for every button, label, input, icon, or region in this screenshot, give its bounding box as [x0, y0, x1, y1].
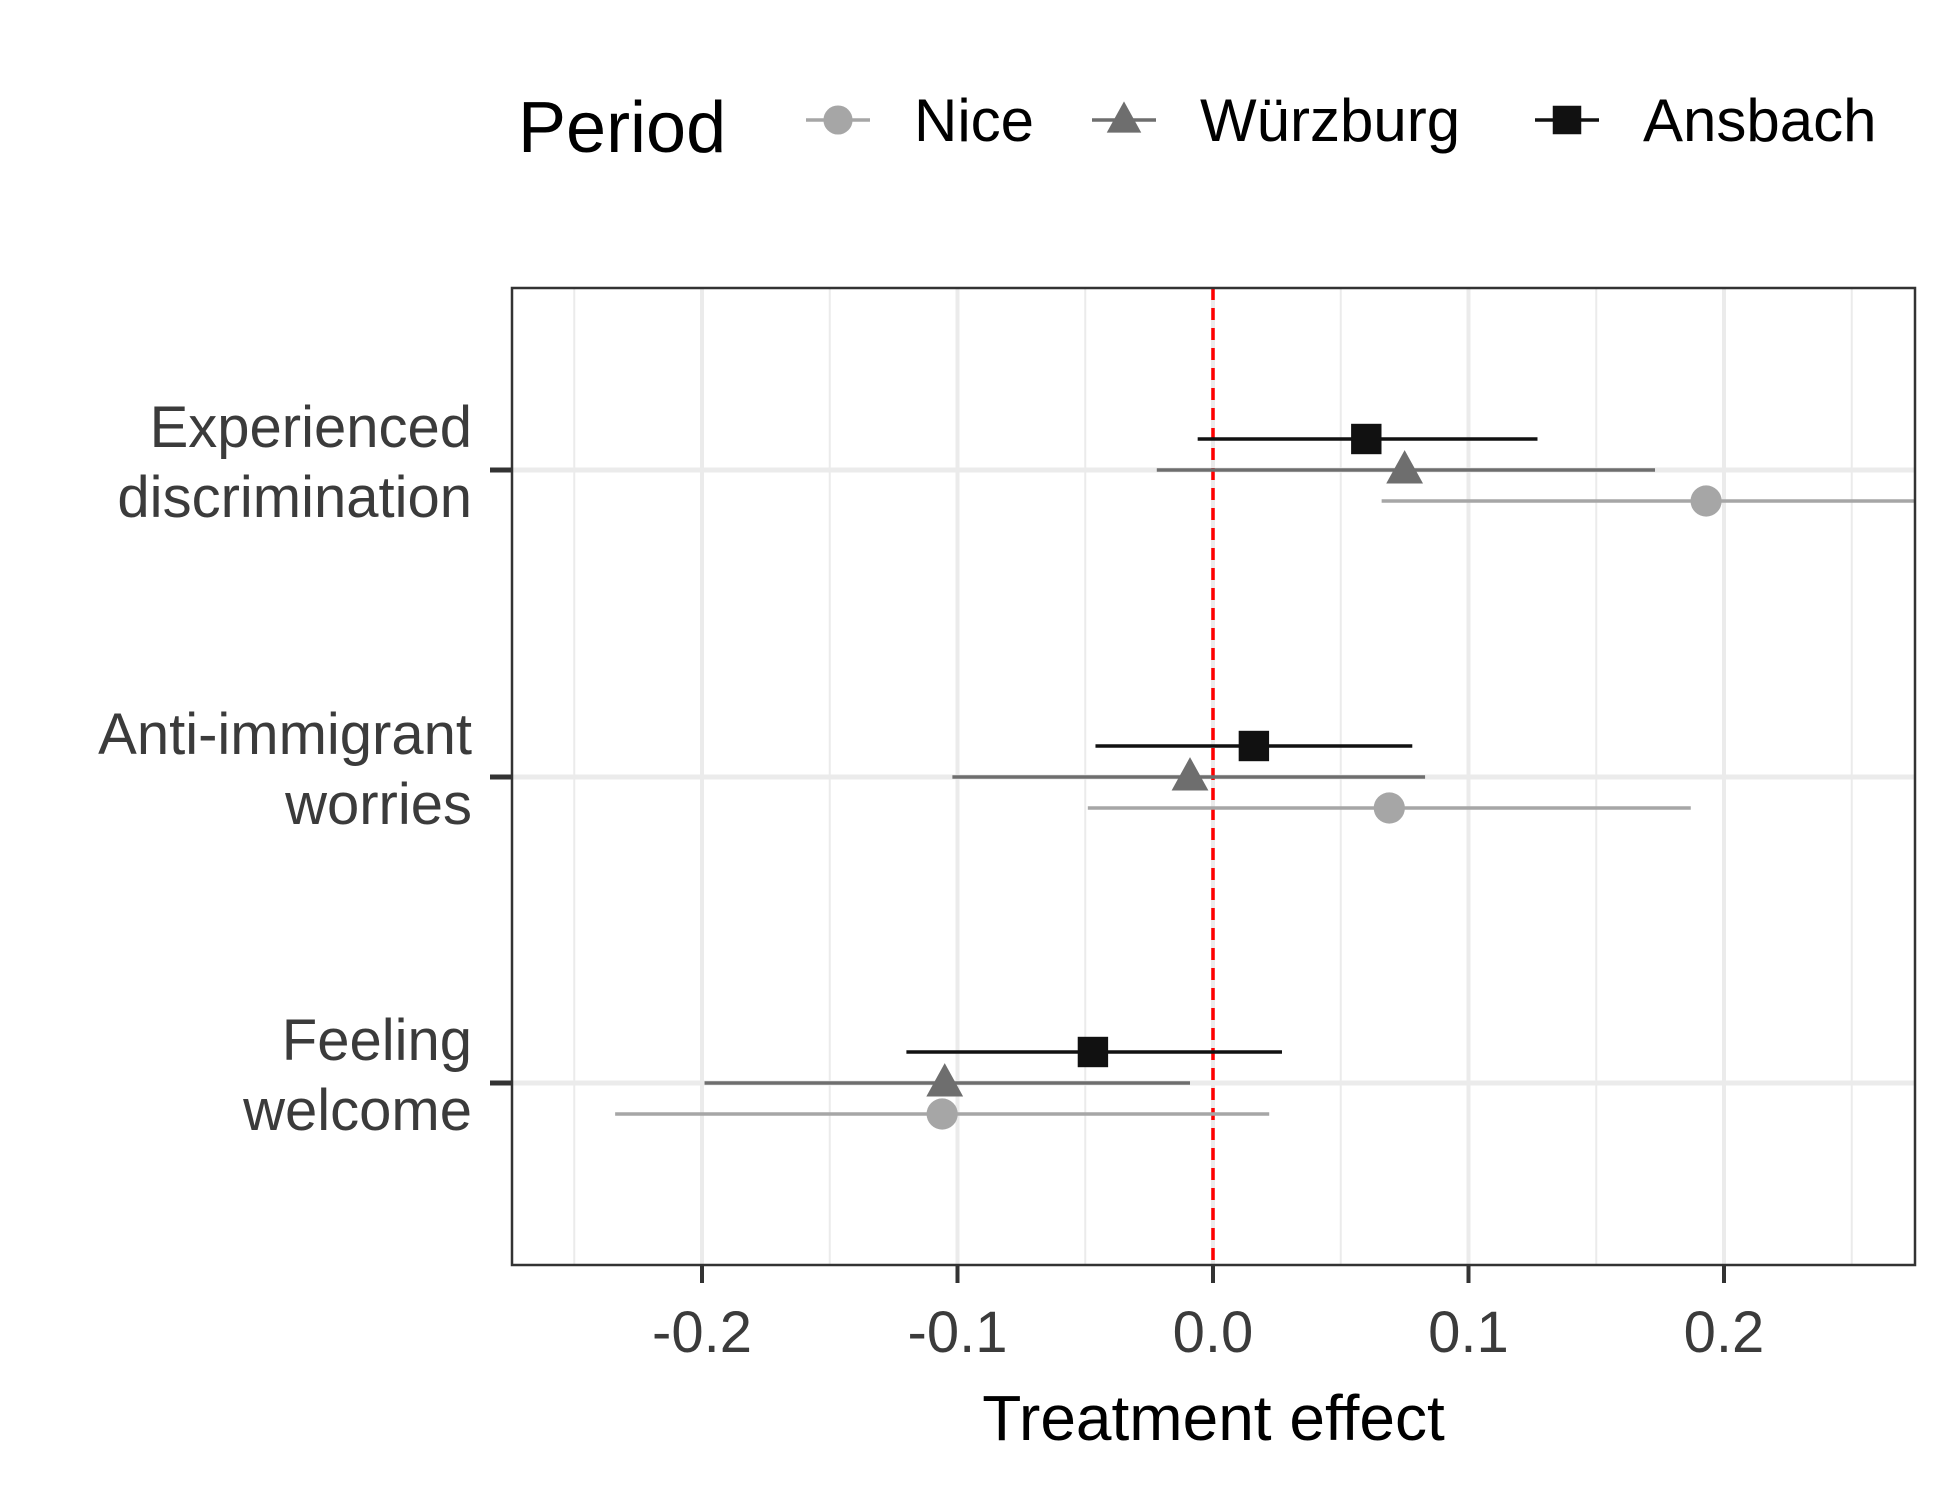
legend-key-marker — [1552, 105, 1582, 135]
x-axis: -0.2 -0.1 0.0 0.1 0.2 — [652, 1265, 1764, 1365]
series-group — [615, 423, 1915, 1130]
legend-title: Period — [518, 88, 726, 168]
x-tick-label: 0.1 — [1428, 1300, 1509, 1365]
x-tick-label: -0.1 — [908, 1300, 1008, 1365]
point-estimate-marker — [926, 1098, 958, 1130]
legend-entry-Würzburg: Würzburg — [1092, 87, 1460, 154]
point-estimate-marker — [1351, 423, 1382, 455]
legend-entry-Nice: Nice — [806, 87, 1034, 154]
point-estimate-marker — [1171, 757, 1209, 791]
point-estimate-marker — [1386, 450, 1424, 484]
legend-label: Ansbach — [1643, 87, 1877, 154]
x-tick-label: -0.2 — [652, 1300, 752, 1365]
legend: Period Nice Würzburg Ansbach — [518, 87, 1877, 168]
legend-key-marker — [823, 105, 853, 135]
y-tick-label: worries — [284, 772, 472, 837]
y-tick-label: Anti-immigrant — [98, 702, 472, 767]
y-tick-label: Feeling — [282, 1008, 472, 1073]
point-estimate-marker — [1373, 792, 1405, 824]
point-estimate-marker — [1690, 485, 1722, 517]
x-tick-label: 0.0 — [1173, 1300, 1254, 1365]
y-axis: ExperienceddiscriminationAnti-immigrantw… — [98, 395, 512, 1143]
point-estimate-marker — [1238, 730, 1270, 762]
legend-label: Würzburg — [1200, 87, 1460, 154]
legend-entry-Ansbach: Ansbach — [1535, 87, 1877, 154]
point-estimate-marker — [926, 1063, 964, 1097]
point-estimate-marker — [1077, 1036, 1109, 1068]
legend-label: Nice — [914, 87, 1034, 154]
series-Nice — [615, 485, 1915, 1130]
x-axis-title: Treatment effect — [982, 1382, 1445, 1454]
y-tick-label: welcome — [242, 1078, 472, 1143]
x-tick-label: 0.2 — [1684, 1300, 1765, 1365]
y-tick-label: Experienced — [150, 395, 472, 460]
series-Würzburg — [704, 450, 1656, 1097]
legend-key-marker — [1106, 101, 1142, 133]
y-tick-label: discrimination — [117, 465, 472, 530]
series-Ansbach — [906, 423, 1538, 1068]
